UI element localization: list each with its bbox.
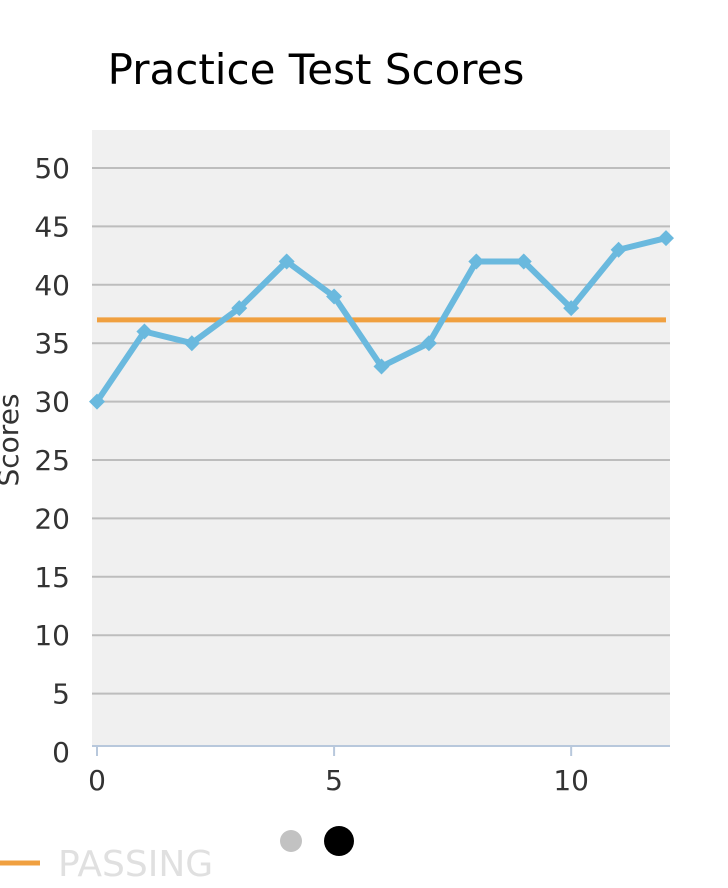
plot-area [92, 130, 670, 746]
data-point [278, 253, 295, 270]
data-point [136, 323, 153, 340]
legend-label-passing: PASSING [58, 844, 213, 885]
legend: PASSING [0, 844, 213, 885]
x-axis: 0 5 10 [88, 745, 670, 797]
x-tick-5: 5 [325, 764, 343, 797]
series-layer [89, 230, 674, 410]
data-point [658, 230, 674, 247]
x-tick-0: 0 [88, 764, 106, 797]
data-point [515, 253, 532, 270]
y-tick-5: 5 [52, 678, 70, 711]
data-point [610, 241, 627, 258]
y-tick-45: 45 [34, 210, 70, 243]
data-point [183, 335, 200, 352]
data-point [231, 300, 248, 317]
data-point [420, 335, 437, 352]
y-axis-label: Scores [0, 393, 25, 486]
y-tick-30: 30 [34, 386, 70, 419]
data-point [326, 288, 343, 305]
y-tick-10: 10 [34, 619, 70, 652]
data-point [373, 358, 390, 375]
y-tick-15: 15 [34, 561, 70, 594]
data-point [89, 393, 105, 410]
y-tick-35: 35 [34, 327, 70, 360]
x-tick-10: 10 [553, 764, 589, 797]
data-point [468, 253, 485, 270]
data-point [563, 300, 580, 317]
chart-title: Practice Test Scores [108, 45, 525, 94]
y-tick-25: 25 [34, 444, 70, 477]
page-dot-1[interactable] [280, 830, 302, 852]
y-axis-ticks: 0 5 10 15 20 25 30 35 40 45 50 [34, 152, 70, 769]
y-tick-0: 0 [52, 736, 70, 769]
y-tick-20: 20 [34, 502, 70, 535]
y-tick-40: 40 [34, 269, 70, 302]
y-tick-50: 50 [34, 152, 70, 185]
page-dot-2-active[interactable] [324, 826, 354, 856]
